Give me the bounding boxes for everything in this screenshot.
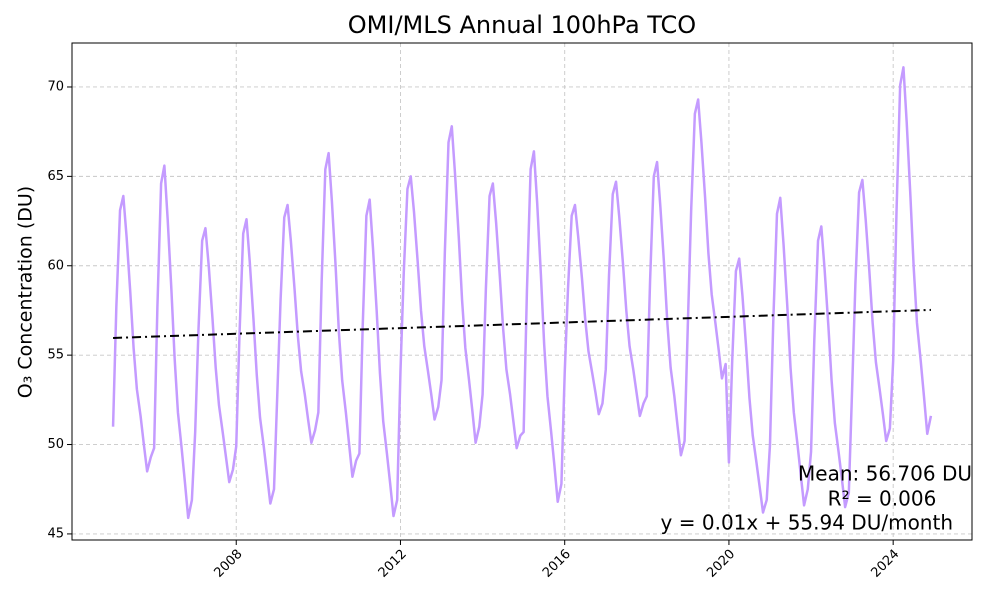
y-tick-label: 70	[47, 79, 64, 94]
y-tick-label: 45	[47, 526, 64, 541]
y-axis-label: O₃ Concentration (DU)	[15, 186, 37, 398]
y-tick-label: 55	[47, 348, 64, 363]
y-tick-label: 65	[47, 169, 64, 184]
trend-line	[113, 308, 931, 339]
plot-frame	[71, 42, 973, 541]
chart-title: OMI/MLS Annual 100hPa TCO	[348, 11, 696, 39]
annotation: y = 0.01x + 55.94 DU/month	[661, 511, 953, 535]
data-line	[111, 66, 933, 520]
y-tick-label: 60	[47, 258, 64, 273]
annotation: R² = 0.006	[828, 487, 937, 511]
y-tick-label: 50	[47, 437, 64, 452]
annotation: Mean: 56.706 DU	[798, 462, 972, 486]
